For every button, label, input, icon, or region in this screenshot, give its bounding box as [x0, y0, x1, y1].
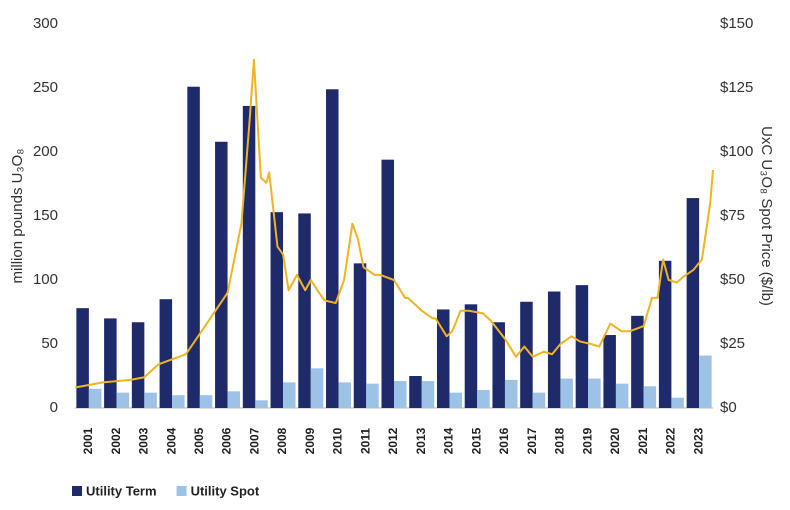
bar: [215, 141, 228, 408]
bar: [686, 198, 700, 408]
bar: [310, 368, 324, 408]
bar: [353, 263, 367, 408]
bar: [560, 378, 573, 408]
y-axis-label: million pounds U₃O₈: [9, 149, 26, 284]
bar: [492, 322, 505, 408]
y-tick-label: 50: [41, 335, 58, 352]
x-tick-label: 2002: [109, 427, 123, 454]
bar: [643, 386, 657, 408]
y2-tick-label: $150: [720, 15, 753, 32]
bar: [116, 392, 130, 408]
x-tick-label: 2017: [525, 427, 539, 454]
y2-axis-label: UxC U₃O₈ Spot Price ($/lb): [758, 126, 775, 306]
y2-tick-label: $75: [720, 207, 745, 224]
x-tick-label: 2005: [192, 427, 206, 454]
bar: [144, 392, 157, 408]
y-tick-label: 200: [33, 143, 58, 160]
bar: [187, 86, 200, 408]
bar: [270, 212, 284, 408]
legend-swatch: [176, 486, 187, 496]
bar: [615, 383, 629, 408]
bar: [88, 388, 102, 408]
bar: [159, 299, 173, 408]
bar: [409, 376, 422, 408]
x-tick-label: 2012: [386, 427, 400, 454]
x-tick-label: 2015: [469, 427, 483, 454]
x-tick-label: 2001: [81, 427, 95, 454]
y2-tick-label: $25: [720, 335, 745, 352]
bar: [199, 395, 213, 408]
bar: [283, 382, 296, 408]
bar: [464, 304, 478, 408]
x-tick-label: 2020: [608, 427, 622, 454]
x-tick-label: 2006: [220, 427, 234, 454]
price-line: [74, 58, 714, 389]
y2-tick-label: $125: [720, 79, 753, 96]
y2-tick-label: $0: [720, 399, 737, 416]
bar: [532, 392, 546, 408]
bar: [477, 390, 490, 408]
bar: [227, 391, 241, 408]
bar: [381, 159, 394, 408]
y-tick-label: 250: [33, 79, 58, 96]
bar: [338, 382, 352, 408]
bar: [131, 322, 145, 408]
x-tick-label: 2022: [664, 427, 678, 454]
bar: [575, 285, 589, 408]
bar: [699, 355, 712, 408]
bar: [76, 308, 89, 408]
y-tick-label: 300: [33, 15, 58, 32]
x-tick-label: 2016: [497, 427, 511, 454]
bar: [603, 335, 616, 408]
x-tick-label: 2019: [580, 427, 594, 454]
x-tick-label: 2018: [553, 427, 567, 454]
y2-tick-label: $50: [720, 271, 745, 288]
bar: [172, 395, 185, 408]
bar: [421, 381, 435, 408]
legend-label: Utility Spot: [191, 483, 260, 498]
bar: [394, 381, 407, 408]
bar: [588, 378, 601, 408]
x-tick-label: 2023: [691, 427, 705, 454]
bar: [520, 301, 533, 408]
x-tick-label: 2004: [164, 427, 178, 454]
bar: [631, 315, 644, 408]
x-tick-label: 2013: [414, 427, 428, 454]
y-tick-label: 150: [33, 207, 58, 224]
x-tick-label: 2008: [275, 427, 289, 454]
bar: [547, 291, 561, 408]
bar: [326, 89, 339, 408]
bar: [104, 318, 117, 408]
x-tick-label: 2007: [247, 427, 261, 454]
x-tick-label: 2009: [303, 427, 317, 454]
legend-label: Utility Term: [86, 483, 157, 498]
x-tick-label: 2010: [331, 427, 345, 454]
bar: [504, 379, 518, 408]
x-tick-label: 2003: [137, 427, 151, 454]
y-tick-label: 0: [50, 399, 58, 416]
y2-tick-label: $100: [720, 143, 753, 160]
legend-swatch: [72, 486, 82, 496]
x-tick-label: 2011: [358, 428, 372, 454]
x-tick-label: 2021: [636, 427, 650, 454]
bar: [242, 105, 256, 409]
bar: [671, 397, 684, 408]
bar: [255, 400, 268, 408]
y-tick-label: 100: [33, 271, 58, 288]
bar: [449, 392, 462, 408]
bar: [298, 213, 311, 408]
bar: [366, 383, 379, 408]
bar: [658, 260, 672, 408]
x-tick-label: 2014: [442, 427, 456, 454]
